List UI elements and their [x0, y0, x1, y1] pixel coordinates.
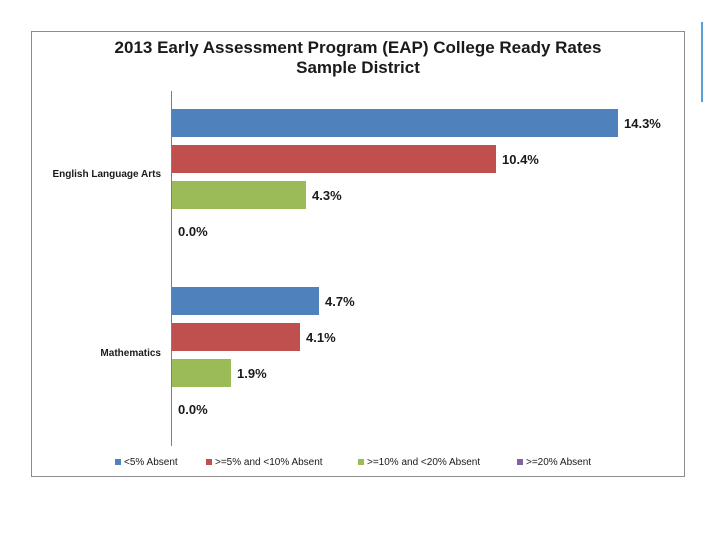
chart-title: 2013 Early Assessment Program (EAP) Coll… — [114, 38, 602, 57]
data-label: 1.9% — [237, 366, 267, 381]
legend-swatch — [115, 459, 121, 465]
data-label: 0.0% — [178, 402, 208, 417]
legend-swatch — [517, 459, 523, 465]
bar — [172, 181, 306, 209]
category-label: English Language Arts — [52, 169, 161, 180]
legend: <5% Absent >=5% and <10% Absent >=10% and … — [115, 457, 591, 468]
category-label: Mathematics — [100, 348, 161, 359]
data-label-group: 14.3% 10.4% 4.3% 0.0% 4.7% 4.1% 1.9% 0.0% — [178, 116, 661, 417]
data-label: 4.1% — [306, 330, 336, 345]
legend-label: >=20% Absent — [526, 457, 591, 468]
legend-swatch — [206, 459, 212, 465]
bar — [172, 359, 231, 387]
legend-label: >=5% and <10% Absent — [215, 457, 323, 468]
chart-subtitle: Sample District — [296, 58, 420, 77]
legend-label: <5% Absent — [124, 457, 178, 468]
chart-title-block: 2013 Early Assessment Program (EAP) Coll… — [31, 38, 685, 78]
bar-group — [172, 109, 618, 387]
data-label: 4.7% — [325, 294, 355, 309]
slide-edge-accent — [701, 22, 703, 102]
legend-label: >=10% and <20% Absent — [367, 457, 480, 468]
bar — [172, 323, 300, 351]
data-label: 14.3% — [624, 116, 661, 131]
data-label: 10.4% — [502, 152, 539, 167]
category-label-group: English Language Arts Mathematics — [52, 169, 161, 359]
data-label: 4.3% — [312, 188, 342, 203]
bar — [172, 145, 496, 173]
legend-swatch — [358, 459, 364, 465]
data-label: 0.0% — [178, 224, 208, 239]
bar — [172, 287, 319, 315]
bar — [172, 109, 618, 137]
chart-frame — [31, 31, 685, 477]
